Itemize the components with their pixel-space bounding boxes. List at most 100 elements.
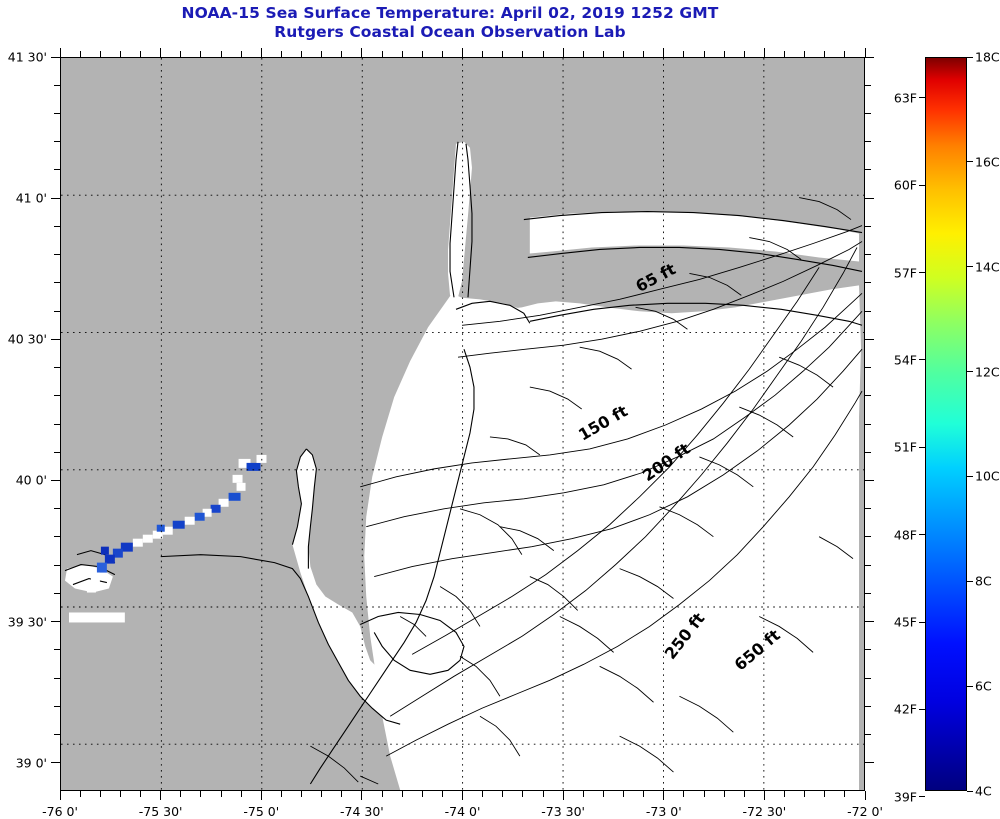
colorbar-fahrenheit-tick xyxy=(919,708,925,710)
x-axis-major-tick xyxy=(260,48,262,57)
colorbar-fahrenheit-tick xyxy=(919,796,925,798)
colorbar-fahrenheit-tick xyxy=(919,621,925,623)
x-axis-major-tick xyxy=(864,48,866,57)
x-axis-minor-tick xyxy=(220,791,222,797)
y-axis-minor-tick xyxy=(54,169,60,171)
colorbar-celsius-tick xyxy=(967,685,973,687)
x-axis-label: -73 30' xyxy=(541,804,585,819)
colorbar-fahrenheit-tick xyxy=(919,184,925,186)
x-axis-minor-tick xyxy=(99,51,101,57)
x-axis-minor-tick xyxy=(522,51,524,57)
colorbar-fahrenheit-tick xyxy=(919,272,925,274)
x-axis-major-tick xyxy=(763,791,765,800)
colorbar-celsius-tick xyxy=(967,475,973,477)
x-axis-minor-tick xyxy=(381,791,383,797)
x-axis-minor-tick xyxy=(79,791,81,797)
colorbar-celsius-label: 4C xyxy=(975,783,992,799)
x-axis-major-tick xyxy=(160,791,162,800)
colorbar-celsius-tick xyxy=(967,790,973,792)
x-axis-minor-tick xyxy=(683,791,685,797)
y-axis-minor-tick xyxy=(54,112,60,114)
x-axis-minor-tick xyxy=(804,51,806,57)
y-axis-minor-tick xyxy=(865,282,871,284)
y-axis-minor-tick xyxy=(54,225,60,227)
x-axis-minor-tick xyxy=(301,791,302,797)
x-axis-label: -72 30' xyxy=(742,804,787,819)
x-axis-minor-tick xyxy=(421,791,423,797)
x-axis-minor-tick xyxy=(623,791,624,797)
x-axis-major-tick xyxy=(763,48,765,57)
temperature-colorbar xyxy=(925,57,967,791)
colorbar-fahrenheit-label: 48F xyxy=(893,527,917,543)
x-axis-minor-tick xyxy=(180,51,182,57)
y-axis-label: 41 0' xyxy=(15,190,47,206)
x-axis-minor-tick xyxy=(602,51,604,57)
y-axis-major-tick xyxy=(51,762,60,764)
y-axis-minor-tick xyxy=(865,649,871,651)
x-axis-minor-tick xyxy=(401,791,403,797)
x-axis-minor-tick xyxy=(321,51,323,57)
x-axis-minor-tick xyxy=(79,51,81,57)
coastline-layer xyxy=(64,141,863,785)
y-axis-major-tick xyxy=(865,762,874,764)
y-axis-minor-tick xyxy=(54,592,60,594)
y-axis-label: 39 0' xyxy=(15,755,47,771)
y-axis-major-tick xyxy=(51,621,60,623)
y-axis-minor-tick xyxy=(865,564,871,566)
x-axis-minor-tick xyxy=(703,51,705,57)
x-axis-minor-tick xyxy=(381,51,383,57)
x-axis-minor-tick xyxy=(502,51,504,57)
chart-title: NOAA-15 Sea Surface Temperature: April 0… xyxy=(0,4,900,42)
y-axis-major-tick xyxy=(865,621,874,623)
x-axis-major-tick xyxy=(864,791,866,800)
y-axis-major-tick xyxy=(865,338,874,340)
y-axis-minor-tick xyxy=(54,282,60,284)
x-axis-label: -72 0' xyxy=(847,804,883,819)
x-axis-minor-tick xyxy=(200,791,202,797)
x-axis-minor-tick xyxy=(321,791,323,797)
colorbar-celsius-tick xyxy=(967,266,973,268)
x-axis-minor-tick xyxy=(683,51,685,57)
colorbar-fahrenheit-tick xyxy=(919,359,925,361)
x-axis-minor-tick xyxy=(723,51,725,57)
x-axis-major-tick xyxy=(462,791,463,800)
x-axis-minor-tick xyxy=(824,791,826,797)
y-axis-label: 39 30' xyxy=(7,614,47,630)
y-axis-minor-tick xyxy=(865,705,871,707)
y-axis-minor-tick xyxy=(54,310,60,312)
x-axis-label: -74 30' xyxy=(340,804,384,819)
y-axis-minor-tick xyxy=(54,254,60,256)
x-axis-label: -75 0' xyxy=(243,804,280,819)
y-axis-minor-tick xyxy=(865,508,871,510)
x-axis-minor-tick xyxy=(341,51,343,57)
colorbar-celsius-label: 14C xyxy=(975,259,1000,275)
y-axis-minor-tick xyxy=(865,395,871,397)
y-axis-major-tick xyxy=(51,197,60,199)
y-axis-label: 40 30' xyxy=(7,331,47,347)
y-axis-minor-tick xyxy=(54,367,60,369)
x-axis-label: -76 0' xyxy=(42,804,78,819)
x-axis-minor-tick xyxy=(119,791,121,797)
x-axis-minor-tick xyxy=(99,791,101,797)
y-axis-minor-tick xyxy=(865,254,871,256)
x-axis-label: -73 0' xyxy=(645,804,682,819)
y-axis-minor-tick xyxy=(54,677,60,679)
y-axis-minor-tick xyxy=(865,141,871,143)
x-axis-minor-tick xyxy=(421,51,423,57)
y-axis-minor-tick xyxy=(865,592,871,594)
x-axis-label: -75 30' xyxy=(138,804,183,819)
x-axis-minor-tick xyxy=(743,51,745,57)
y-axis-minor-tick xyxy=(865,677,871,679)
lat-lon-gridlines xyxy=(61,58,864,790)
x-axis-minor-tick xyxy=(804,791,806,797)
x-axis-major-tick xyxy=(59,48,61,57)
x-axis-minor-tick xyxy=(542,791,544,797)
sst-map-panel: 65 ft 150 ft 200 ft 250 ft 650 ft xyxy=(60,57,865,791)
y-axis-minor-tick xyxy=(54,508,60,510)
x-axis-major-tick xyxy=(361,791,363,800)
x-axis-minor-tick xyxy=(220,51,222,57)
colorbar-celsius-label: 16C xyxy=(975,154,1000,170)
y-axis-minor-tick xyxy=(54,84,60,86)
colorbar-celsius-tick xyxy=(967,580,973,582)
colorbar-fahrenheit-label: 60F xyxy=(893,177,917,193)
